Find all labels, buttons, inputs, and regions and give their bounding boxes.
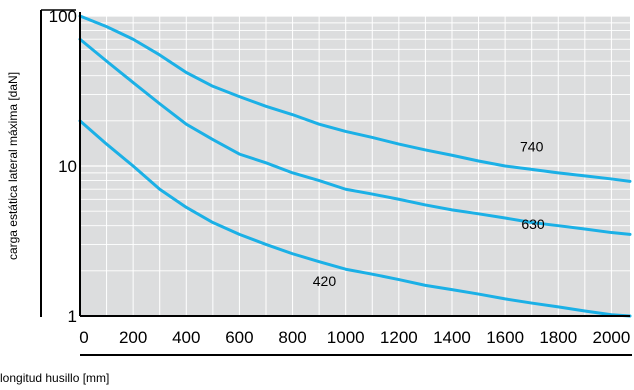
series-line-630: [78, 37, 632, 236]
x-tick-label: 1600: [486, 328, 524, 347]
x-tick-labels: 0 200 400 600 800 1000 1200 1400 1600 1800 2000: [79, 328, 630, 347]
x-tick-label: 0: [79, 328, 88, 347]
x-tick-label: 400: [172, 328, 200, 347]
x-tick-label: 1800: [539, 328, 577, 347]
series-line-740: [78, 14, 632, 183]
grid: [80, 15, 630, 316]
y-tick-label: 10: [58, 157, 77, 176]
series-label-740: 740: [520, 138, 544, 154]
series-label-630: 630: [521, 216, 545, 232]
series-label-420: 420: [313, 273, 337, 289]
x-tick-label: 200: [119, 328, 147, 347]
axes: [40, 9, 632, 356]
x-axis-title: longitud husillo [mm]: [0, 371, 109, 385]
x-tick-label: 2000: [592, 328, 630, 347]
x-tick-label: 1400: [433, 328, 471, 347]
x-tick-label: 800: [278, 328, 306, 347]
y-axis-title: carga estática lateral máxima [daN]: [6, 72, 20, 260]
series-line-420: [78, 119, 632, 318]
y-tick-labels: 1 10 100: [49, 7, 77, 326]
x-tick-label: 1200: [380, 328, 418, 347]
x-tick-label: 1000: [327, 328, 365, 347]
y-tick-label: 1: [68, 307, 77, 326]
series-labels: 740 630 420: [313, 138, 545, 289]
x-tick-label: 600: [225, 328, 253, 347]
y-tick-label: 100: [49, 7, 77, 26]
series-layer: [78, 14, 632, 318]
